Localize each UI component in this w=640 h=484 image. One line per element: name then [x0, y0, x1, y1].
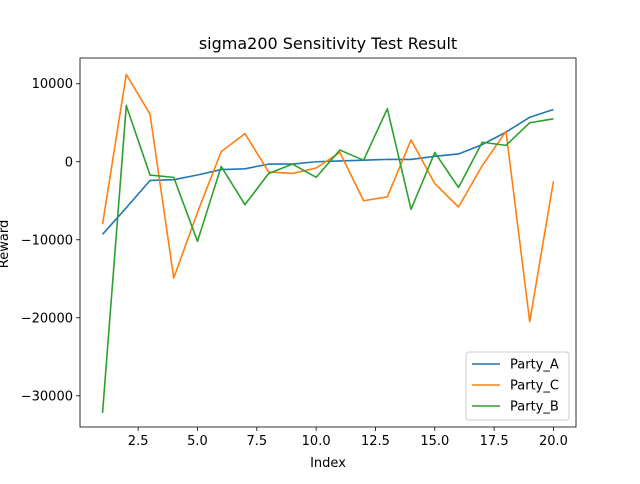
x-tick-label: 17.5 [480, 434, 509, 449]
y-axis-label: Reward [0, 220, 12, 268]
plot-frame [79, 57, 577, 428]
x-tick-label: 20.0 [539, 434, 568, 449]
series-line-party-a [101, 108, 554, 235]
y-tick-label: 0 [65, 155, 73, 170]
y-tick-label: −30000 [21, 389, 73, 404]
legend-box [465, 351, 570, 421]
chart-title: sigma200 Sensitivity Test Result [199, 34, 457, 53]
legend-label-party-a: Party_A [510, 358, 559, 373]
x-axis-label: Index [310, 456, 346, 471]
series-line-party-c [101, 73, 555, 323]
x-tick-label: 2.5 [128, 434, 149, 449]
y-tick-label: −20000 [21, 311, 73, 326]
x-tick-label: 7.5 [246, 434, 267, 449]
legend: Party_A Party_C Party_B [465, 351, 570, 421]
y-tick-label: 10000 [32, 77, 73, 92]
x-tick-label: 10.0 [302, 434, 331, 449]
legend-label-party-b: Party_B [510, 400, 559, 415]
x-tick-label: 15.0 [420, 434, 449, 449]
legend-label-party-c: Party_C [510, 379, 559, 394]
y-tick-label: −10000 [21, 233, 73, 248]
series-line-party-b [101, 104, 554, 414]
plot-area: 2.5 5.0 7.5 10.0 12.5 15.0 17.5 20.0 −30000 −2000… [21, 57, 577, 449]
x-tick-label: 5.0 [187, 434, 208, 449]
x-tick-label: 12.5 [361, 434, 390, 449]
